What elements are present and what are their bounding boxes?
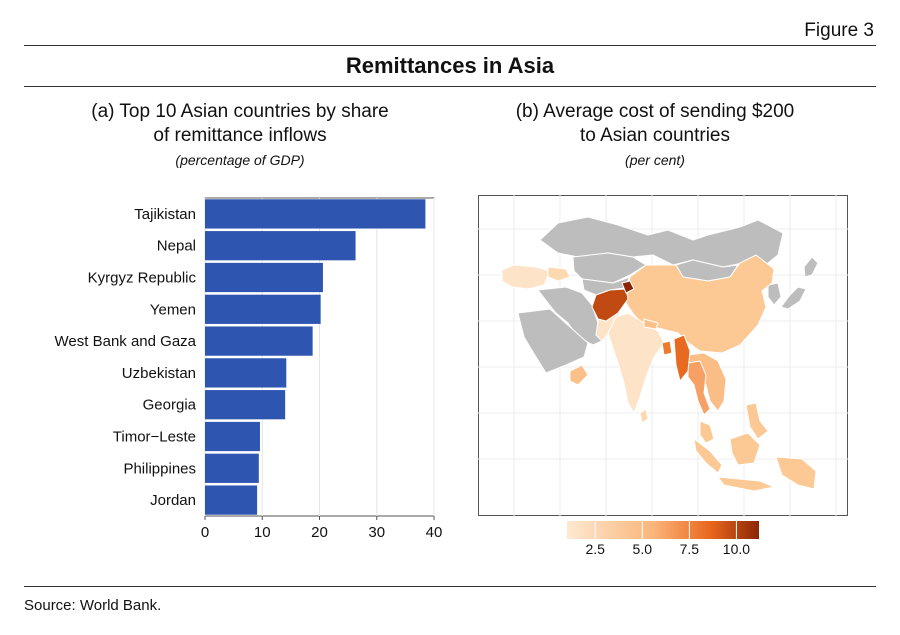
category-label: Timor−Leste [113, 429, 196, 446]
arabian-peninsula-region [517, 308, 589, 374]
category-label: Georgia [143, 397, 197, 414]
myanmar-region [673, 334, 691, 382]
category-label: Uzbekistan [122, 365, 196, 382]
bar [205, 453, 259, 483]
bar [205, 326, 313, 356]
papua-region [775, 456, 817, 490]
color-legend: 2.5 5.0 7.5 10.0 [567, 521, 759, 557]
x-tick-label: 20 [311, 524, 328, 541]
category-label: Tajikistan [134, 206, 196, 223]
legend-color-bar [567, 521, 759, 539]
panel-b-subtitle-line1: (b) Average cost of sending $200 [515, 101, 795, 122]
bar [205, 421, 260, 452]
category-label: Philippines [123, 460, 196, 477]
bangladesh-region [661, 340, 673, 356]
choropleth-map [478, 195, 848, 516]
panel-a-unit: (percentage of GDP) [175, 152, 305, 168]
japan-north-region [803, 256, 819, 278]
panel-a-subtitle-line1: (a) Top 10 Asian countries by share [91, 101, 389, 122]
legend-tick-label: 10.0 [723, 541, 750, 557]
title-rule [24, 86, 876, 87]
bar [205, 294, 321, 324]
x-tick-label: 40 [426, 524, 443, 541]
borneo-region [729, 432, 761, 466]
x-tick-label: 0 [201, 524, 209, 541]
panel-a-subtitle: (a) Top 10 Asian countries by share of r… [30, 100, 450, 148]
caucasus-region [547, 266, 571, 282]
malaysia-region [699, 420, 715, 444]
bar [205, 199, 426, 229]
figure-title: Remittances in Asia [345, 53, 555, 78]
bar [205, 485, 258, 515]
bar [205, 358, 287, 388]
bar [205, 390, 286, 420]
panel-a-subtitle-line2: of remittance inflows [153, 125, 327, 146]
oman-region [569, 364, 589, 386]
panel-b-subtitle-line2: to Asian countries [580, 125, 730, 146]
legend-tick-label: 7.5 [680, 541, 700, 557]
thailand-region [687, 360, 711, 416]
category-label: Jordan [150, 492, 196, 509]
bar [205, 262, 323, 293]
korea-region [767, 282, 782, 306]
philippines-region [745, 402, 769, 440]
category-label: Yemen [150, 301, 196, 318]
bar [205, 231, 356, 261]
legend-tick-label: 5.0 [633, 541, 653, 557]
java-region [717, 476, 775, 492]
bottom-rule [24, 586, 876, 587]
category-label: Kyrgyz Republic [88, 270, 197, 287]
japan-region [780, 286, 807, 310]
x-tick-label: 30 [368, 524, 385, 541]
source-note: Source: World Bank. [24, 597, 162, 614]
nepal-region [643, 318, 659, 330]
tajikistan-region [621, 280, 635, 294]
figure-label: Figure 3 [804, 20, 874, 41]
sri-lanka-region [639, 408, 649, 424]
panel-b-subtitle: (b) Average cost of sending $200 to Asia… [455, 100, 855, 148]
turkey-region [501, 264, 551, 290]
top-rule [24, 45, 876, 46]
middle-east-region [537, 286, 605, 346]
afghanistan-region [591, 288, 629, 322]
panel-b-unit: (per cent) [625, 152, 685, 168]
category-label: West Bank and Gaza [55, 333, 197, 350]
x-tick-label: 10 [254, 524, 271, 541]
legend-tick-label: 2.5 [586, 541, 606, 557]
kazakhstan-region [572, 252, 647, 284]
bar-chart: Tajikistan Nepal Kyrgyz Republic Yemen West … [55, 197, 443, 541]
indonesia-region [693, 438, 723, 474]
category-label: Nepal [157, 238, 196, 255]
